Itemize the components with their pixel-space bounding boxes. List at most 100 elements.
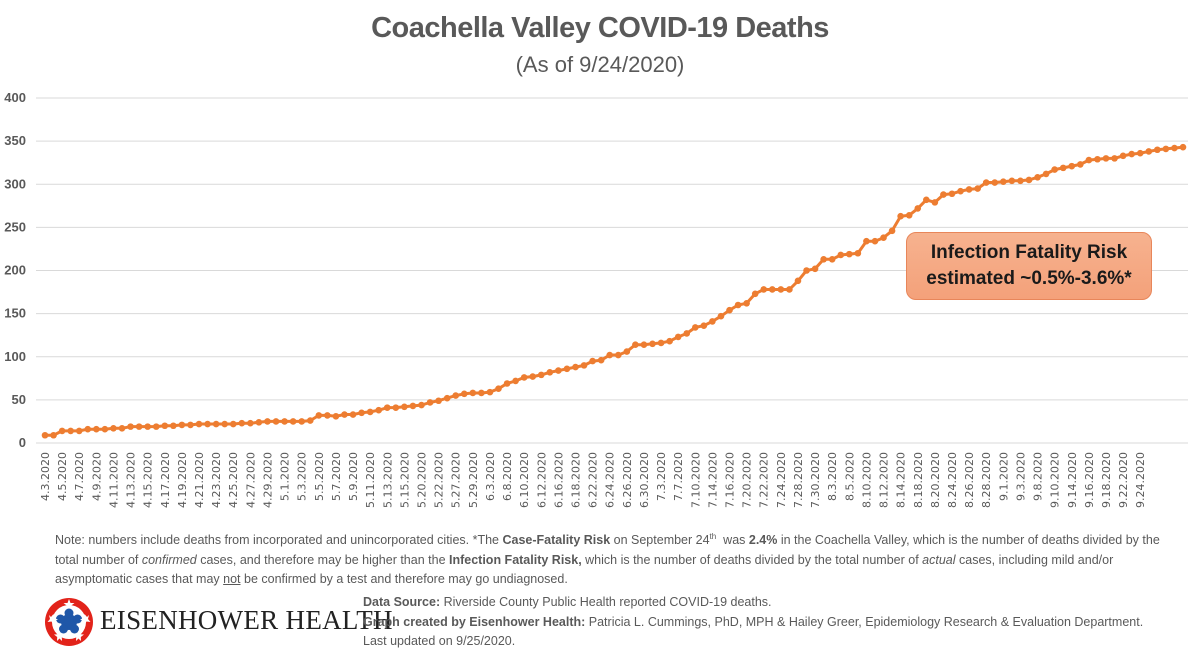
y-tick-label: 100: [4, 349, 26, 364]
data-point: [469, 389, 477, 397]
data-point: [272, 418, 280, 425]
data-point: [1077, 161, 1084, 168]
data-point: [632, 341, 639, 348]
data-point: [349, 411, 357, 418]
data-point: [803, 267, 810, 274]
data-point: [281, 418, 288, 425]
x-tick-label: 6.8.2020: [501, 452, 514, 501]
x-tick-label: 6.30.2020: [638, 452, 651, 508]
data-point: [58, 427, 66, 435]
callout-line-1: Infection Fatality Risk: [930, 242, 1128, 263]
y-tick-label: 300: [4, 176, 26, 191]
x-tick-label: 4.11.2020: [107, 452, 120, 508]
data-point: [452, 392, 460, 399]
data-point: [1102, 155, 1110, 162]
data-point: [529, 373, 537, 380]
x-tick-label: 9.14.2020: [1066, 452, 1079, 508]
data-point: [580, 362, 588, 369]
x-tick-label: 5.13.2020: [381, 452, 394, 508]
x-tick-label: 4.27.2020: [244, 452, 257, 508]
data-point: [674, 333, 682, 341]
data-point: [101, 425, 109, 433]
data-point: [366, 408, 374, 416]
x-tick-label: 8.26.2020: [963, 452, 976, 508]
data-point: [760, 286, 768, 293]
data-point: [820, 255, 827, 263]
data-point: [811, 265, 819, 273]
data-point: [1034, 174, 1041, 181]
data-point: [1154, 146, 1161, 154]
x-tick-label: 8.24.2020: [946, 452, 959, 508]
footnote-bold: 2.4%: [748, 533, 778, 548]
data-point: [880, 234, 887, 242]
data-point: [144, 423, 151, 430]
data-point: [1179, 143, 1187, 151]
data-point: [768, 286, 776, 293]
data-point: [1017, 177, 1024, 185]
footnote-text: be confirmed by a test and therefore may…: [240, 572, 568, 587]
x-tick-label: 4.17.2020: [159, 452, 172, 508]
data-point: [777, 286, 785, 293]
x-tick-label: 9.18.2020: [1100, 452, 1113, 508]
data-point: [589, 357, 596, 365]
data-point: [84, 425, 92, 433]
data-point: [1145, 148, 1153, 155]
data-point: [324, 412, 331, 419]
y-axis-ticks: 0 50 100 150 200 250 300 350 400: [4, 90, 26, 450]
x-tick-label: 7.7.2020: [672, 452, 685, 501]
x-tick-label: 5.3.2020: [296, 452, 309, 501]
x-tick-label: 6.12.2020: [535, 452, 548, 508]
series-markers: [41, 143, 1187, 439]
data-point: [306, 417, 314, 424]
data-point: [50, 431, 57, 439]
y-tick-label: 50: [12, 392, 26, 407]
footnote-italic: confirmed: [141, 552, 197, 567]
data-point: [726, 306, 733, 314]
data-point: [923, 196, 930, 204]
data-point: [426, 399, 434, 406]
ifr-callout: Infection Fatality Risk estimated ~0.5%-…: [906, 232, 1152, 300]
x-tick-label: 5.22.2020: [433, 452, 446, 508]
data-point: [931, 199, 939, 206]
data-point: [846, 250, 853, 258]
line-chart: 0 50 100 150 200 250 300 350 400 4.3.2020 4.5.202…: [4, 90, 1188, 508]
x-tick-label: 9.8.2020: [1032, 452, 1045, 501]
data-point: [691, 324, 699, 331]
x-tick-label: 6.26.2020: [621, 452, 634, 508]
data-point: [828, 255, 836, 263]
data-point: [734, 301, 742, 309]
data-point: [555, 367, 562, 374]
data-point: [41, 431, 49, 439]
data-point: [1008, 177, 1016, 185]
data-point: [700, 322, 708, 330]
data-point: [606, 351, 614, 359]
data-point: [640, 341, 648, 348]
data-source: Data Source: Riverside County Public Hea…: [363, 593, 1163, 652]
data-point: [1051, 166, 1058, 173]
data-point: [1128, 150, 1135, 158]
x-tick-label: 5.5.2020: [313, 452, 326, 501]
data-point: [212, 420, 220, 428]
logo-wordmark: EISENHOWER HEALTH: [100, 605, 393, 635]
data-point: [794, 277, 802, 285]
x-tick-label: 5.11.2020: [364, 452, 377, 508]
x-tick-label: 7.3.2020: [655, 452, 668, 501]
x-tick-label: 6.16.2020: [552, 452, 565, 508]
data-point: [332, 412, 340, 420]
data-point: [991, 179, 999, 186]
x-tick-label: 9.22.2020: [1117, 452, 1130, 508]
x-tick-label: 7.16.2020: [724, 452, 737, 508]
footnote-bold: Case-Fatality Risk: [502, 533, 611, 548]
x-tick-label: 5.29.2020: [467, 452, 480, 508]
x-tick-label: 7.22.2020: [758, 452, 771, 508]
x-tick-label: 6.3.2020: [484, 452, 497, 501]
x-tick-label: 8.5.2020: [843, 452, 856, 501]
data-point: [289, 418, 297, 425]
footnote-sup: th: [709, 532, 717, 541]
data-point: [888, 227, 896, 235]
source-label: Data Source:: [363, 595, 441, 609]
footnote-bold: Infection Fatality Risk,: [449, 552, 582, 567]
data-point: [1068, 162, 1076, 170]
data-point: [1094, 155, 1101, 163]
data-point: [247, 419, 254, 427]
